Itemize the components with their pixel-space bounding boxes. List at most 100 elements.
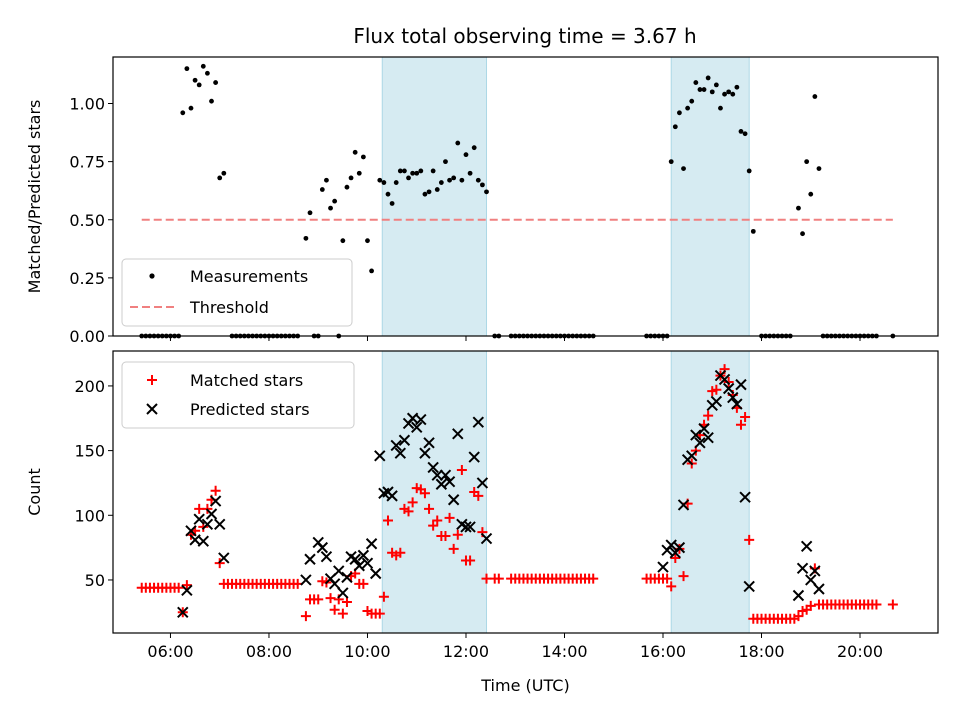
legend-matched-marker <box>147 375 157 385</box>
measurement-point <box>397 168 403 174</box>
matched-star-point <box>173 582 184 593</box>
predicted-star-point <box>218 552 230 564</box>
matched-star-point <box>300 611 311 622</box>
measurement-point <box>385 191 391 197</box>
measurement-point <box>689 98 695 104</box>
measurement-point <box>808 191 814 197</box>
predicted-star-point <box>698 422 710 435</box>
predicted-star-point <box>677 499 690 511</box>
legend-matched-label: Matched stars <box>190 371 303 390</box>
measurement-point <box>414 170 420 176</box>
predicted-star-point <box>743 580 755 593</box>
shaded-interval-0 <box>381 56 488 337</box>
measurement-point <box>455 140 461 146</box>
predicted-star-point <box>201 518 214 531</box>
measurement-point <box>484 189 489 195</box>
predicted-star-point <box>390 439 402 452</box>
matched-star-point <box>666 581 677 592</box>
matched-star-point <box>419 488 430 499</box>
x-tick-label: 10:00 <box>344 642 390 661</box>
x-tick-label: 20:00 <box>837 642 883 661</box>
measurement-point <box>804 159 810 165</box>
measurement-point <box>693 80 699 85</box>
predicted-star-point <box>735 378 747 391</box>
predicted-star-point <box>447 494 460 506</box>
measurement-point <box>410 170 416 176</box>
matched-star-point <box>588 573 599 584</box>
predicted-star-point <box>349 553 361 565</box>
matched-star-point <box>337 608 348 619</box>
measurement-point <box>402 168 407 174</box>
measurement-point <box>742 131 748 137</box>
measurement-point <box>389 201 395 206</box>
measurement-point <box>438 180 444 185</box>
x-tick-label: 12:00 <box>443 642 489 661</box>
matched-star-point <box>456 465 467 476</box>
measurement-point <box>213 80 219 85</box>
predicted-star-point <box>316 541 329 554</box>
shaded-interval-1 <box>670 56 750 337</box>
predicted-star-point <box>181 584 193 597</box>
y-tick-label: 100 <box>74 506 105 525</box>
matched-star-point <box>735 419 746 430</box>
matched-star-point <box>341 596 352 607</box>
predicted-star-point <box>796 562 809 575</box>
predicted-star-point <box>357 549 370 562</box>
predicted-star-point <box>694 437 706 449</box>
matched-star-point <box>793 611 804 622</box>
predicted-star-point <box>460 521 472 533</box>
measurement-point <box>406 175 411 181</box>
measurement-point <box>677 110 682 116</box>
predicted-star-point <box>792 589 805 602</box>
measurement-point <box>377 177 383 183</box>
predicted-star-point <box>452 428 464 440</box>
measurement-point <box>701 87 707 92</box>
matched-star-point <box>871 599 882 610</box>
measurement-point <box>459 177 465 183</box>
measurement-point <box>340 238 346 244</box>
predicted-star-point <box>690 429 702 441</box>
predicted-star-point <box>353 560 365 572</box>
measurement-point <box>307 210 313 216</box>
matched-star-point <box>452 529 463 540</box>
measurement-point <box>726 89 732 95</box>
y-tick-label: 50 <box>85 571 105 590</box>
measurement-point <box>718 105 723 111</box>
measurement-point <box>418 168 424 174</box>
matched-star-point <box>805 600 816 611</box>
predicted-star-point <box>439 469 452 481</box>
measurement-point <box>426 189 432 195</box>
predicted-star-point <box>718 373 731 386</box>
measurement-point <box>352 149 358 155</box>
predicted-star-point <box>320 550 333 563</box>
predicted-star-point <box>431 469 443 481</box>
matched-star-point <box>473 490 484 501</box>
measurement-point <box>319 187 325 192</box>
measurement-point <box>180 110 186 116</box>
measurement-point <box>796 205 801 211</box>
legend-box <box>121 361 355 429</box>
measurement-point <box>209 98 214 104</box>
legend-measurements-marker <box>149 273 155 279</box>
matched-star-point <box>703 410 714 421</box>
measurement-point <box>681 166 686 172</box>
measurement-point <box>812 94 818 99</box>
predicted-star-point <box>205 508 218 520</box>
x-tick-label: 16:00 <box>640 642 686 661</box>
measurement-point <box>344 184 350 190</box>
measurement-point <box>672 124 678 130</box>
predicted-star-point <box>476 477 489 489</box>
matched-star-point <box>723 377 734 388</box>
measurement-point <box>705 75 711 81</box>
measurement-point <box>451 175 457 181</box>
matched-star-point <box>210 485 221 496</box>
series-predicted-stars <box>177 369 825 619</box>
measurement-point <box>475 177 481 183</box>
predicted-star-point <box>209 495 222 507</box>
predicted-star-point <box>657 561 669 573</box>
measurement-point <box>447 177 452 183</box>
matched-star-point <box>448 543 459 554</box>
measurement-point <box>196 82 202 88</box>
measurement-point <box>348 175 354 181</box>
